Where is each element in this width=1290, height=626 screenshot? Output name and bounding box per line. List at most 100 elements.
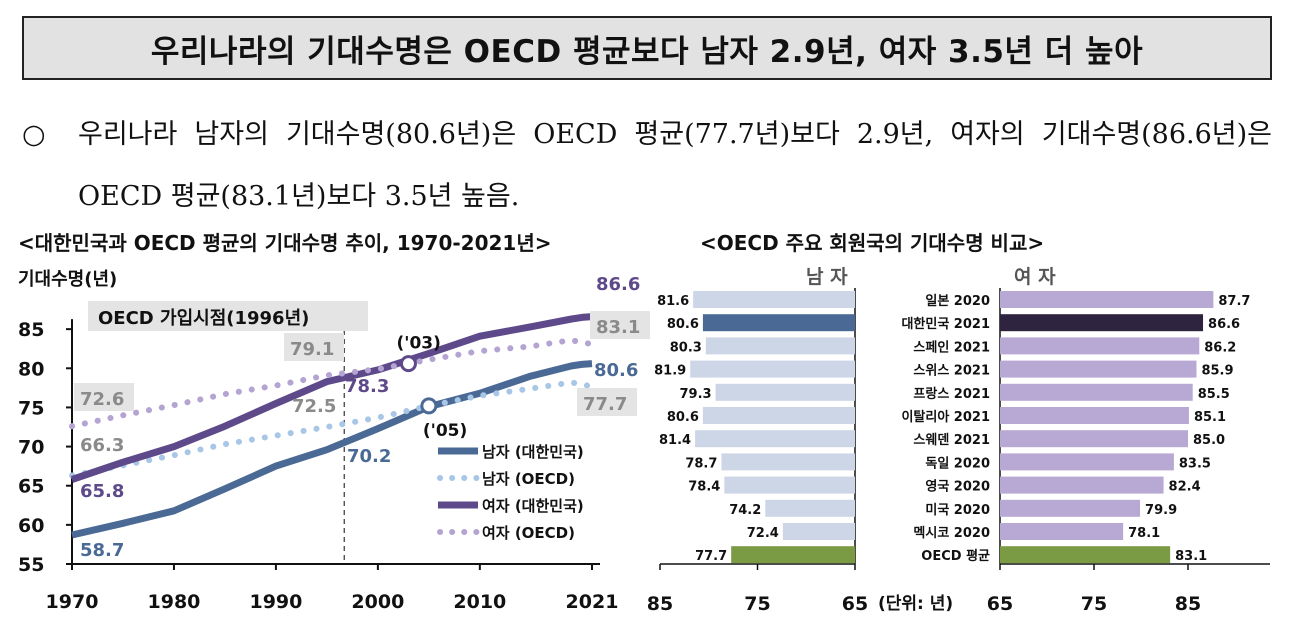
female-bar [1000,360,1197,378]
legend-label: 여자 (대한민국) [482,497,584,515]
female-bar-label: 79.9 [1145,503,1177,518]
male-bar-label: 80.6 [667,410,699,425]
female-bar [1000,453,1174,471]
x-tick-label: 1980 [148,591,201,613]
y-tick-label: 80 [18,358,44,380]
start-value-label: 65.8 [80,481,124,502]
end-value-label: 83.1 [596,317,640,338]
male-bar [702,314,855,332]
male-bar [690,360,855,378]
country-label: 프랑스 2021 [913,387,990,402]
male-bar [724,476,855,494]
crossing-marker [399,355,417,373]
female-bar [1000,546,1171,564]
male-header: 남 자 [806,266,848,288]
female-header: 여 자 [1014,266,1056,288]
female-bar-label: 85.1 [1194,410,1226,425]
male-tick-label: 65 [842,593,868,615]
male-bar [695,430,855,448]
series-line-0 [71,360,593,539]
x-tick-label: 1990 [249,591,302,613]
country-label: OECD 평균 [921,548,990,564]
legend-label: 남자 (대한민국) [482,443,584,461]
mid-value-label: 70.2 [347,446,391,467]
country-label: 영국 2020 [925,480,990,495]
male-bar [721,453,855,471]
mid-value-label: 72.5 [292,396,336,417]
male-bar-label: 81.4 [659,433,691,448]
summary-bullet: ○ 우리나라 남자의 기대수명(80.6년)은 OECD 평균(77.7년)보다… [22,104,1272,228]
country-label: 독일 2020 [925,456,990,471]
country-label: 멕시코 2020 [913,525,990,541]
crossing-marker [420,397,438,415]
legend-label: 남자 (OECD) [482,470,575,488]
country-label: 이탈리아 2021 [901,409,990,425]
male-bar [702,407,855,424]
female-bar-label: 85.5 [1198,387,1230,402]
y-tick-label: 75 [18,397,44,419]
y-tick-label: 85 [18,319,44,341]
male-bar-label: 78.7 [685,456,717,471]
oecd-join-label-bg [88,301,368,331]
female-bar [1000,314,1204,332]
female-tick-label: 75 [1081,593,1107,615]
female-bar [1000,430,1188,448]
series-line-3 [69,337,595,430]
male-bar [715,383,855,401]
x-tick-label: 2000 [351,591,404,613]
female-bar-label: 86.2 [1204,340,1236,355]
value-label-bg [284,333,344,361]
male-bar-label: 79.3 [679,387,711,402]
female-bar-label: 82.4 [1169,480,1201,495]
male-bar-label: 78.4 [688,480,720,495]
bullet-mark: ○ [22,119,46,150]
female-bar [1000,476,1164,494]
end-value-label: 86.6 [596,274,640,295]
country-label: 대한민국 2021 [901,316,990,332]
y-tick-label: 70 [18,437,44,459]
end-value-label: 80.6 [594,360,638,381]
country-label: 일본 2020 [925,294,990,309]
start-value-label: 72.6 [80,389,124,410]
male-bar-label: 81.6 [657,294,689,309]
series-line-2 [70,313,593,483]
value-label-bg [577,388,637,416]
female-bar-label: 85.9 [1201,364,1233,379]
country-label: 스웨덴 2021 [913,432,990,448]
female-bar-label: 85.0 [1193,433,1225,448]
summary-text: 우리나라 남자의 기대수명(80.6년)은 OECD 평균(77.7년)보다 2… [78,119,1272,212]
country-label: 스페인 2021 [913,339,990,355]
male-bar-label: 80.3 [670,340,702,355]
female-bar-label: 87.7 [1218,294,1250,309]
country-label: 스위스 2021 [913,364,990,379]
male-bar-label: 72.4 [747,526,779,541]
series-line-1 [69,379,595,479]
female-bar [1000,383,1193,401]
female-bar-label: 86.6 [1208,317,1240,332]
country-label: 미국 2020 [925,502,990,518]
female-bar [1000,337,1200,355]
male-bar-label: 74.2 [729,503,761,518]
female-bar [1000,499,1141,517]
x-tick-label: 2010 [453,591,506,613]
x-tick-label: 1970 [46,591,99,613]
y-tick-label: 55 [18,554,44,576]
female-bar [1000,523,1124,540]
female-bar [1000,407,1189,424]
page-title: 우리나라의 기대수명은 OECD 평균보다 남자 2.9년, 여자 3.5년 더… [22,16,1272,80]
y-tick-label: 60 [18,515,44,537]
male-bar [765,499,855,517]
female-bar-label: 78.1 [1128,526,1160,541]
start-value-label: 66.3 [80,435,124,456]
female-bar-label: 83.1 [1175,549,1207,564]
male-tick-label: 75 [744,593,770,615]
value-label-bg [74,383,134,411]
oecd-join-label: OECD 가입시점(1996년) [98,307,309,329]
end-value-label: 77.7 [583,394,627,415]
male-bar [693,291,855,308]
crossing-label: ('05) [423,421,467,441]
line-chart-title: <대한민국과 OECD 평균의 기대수명 추이, 1970-2021년> [18,231,552,255]
female-bar-label: 83.5 [1179,456,1211,471]
unit-label: (단위: 년) [878,594,953,614]
value-label-bg [590,311,650,339]
